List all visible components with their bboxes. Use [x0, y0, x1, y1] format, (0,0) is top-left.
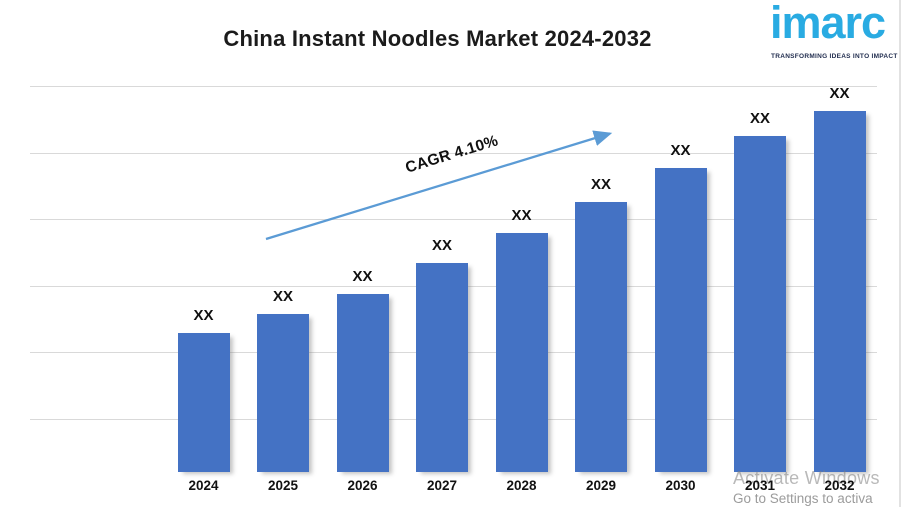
- x-axis-label-2025: 2025: [267, 478, 299, 493]
- x-axis-label-2026: 2026: [347, 478, 378, 493]
- x-axis-label-2024: 2024: [188, 478, 219, 493]
- x-axis-label-2029: 2029: [585, 478, 617, 493]
- bar-2027: [416, 263, 468, 472]
- bar-2024: [177, 333, 230, 472]
- imarc-logo-tagline: TRANSFORMING IDEAS INTO IMPACT: [771, 53, 898, 60]
- x-axis-label-2027: 2027: [426, 478, 458, 493]
- bar-value-label-2027: XX: [431, 237, 452, 254]
- bar-2032: [813, 111, 866, 472]
- bar-value-label-2025: XX: [272, 288, 293, 305]
- bar-2030: [654, 168, 707, 472]
- bar-2029: [575, 202, 627, 472]
- chart-title: China Instant Noodles Market 2024-2032: [223, 26, 652, 51]
- x-axis-label-2032: 2032: [824, 478, 855, 493]
- x-axis-label-2030: 2030: [665, 478, 696, 493]
- bar-2025: [257, 314, 309, 472]
- bar-value-label-2032: XX: [829, 85, 850, 102]
- window-edge-line: [899, 0, 901, 507]
- bar-value-label-2031: XX: [749, 110, 770, 127]
- x-axis-label-2028: 2028: [506, 478, 537, 493]
- activate-windows-watermark-subtext: Go to Settings to activa: [733, 491, 873, 506]
- imarc-logo: imarc TRANSFORMING IDEAS INTO IMPACT: [770, 0, 898, 60]
- activate-windows-watermark: Activate Windows: [733, 468, 880, 488]
- imarc-logo-wordmark: imarc: [770, 0, 886, 48]
- bar-value-label-2024: XX: [193, 307, 214, 324]
- bar-2026: [336, 294, 389, 472]
- bar-value-label-2029: XX: [590, 176, 611, 193]
- bar-value-label-2026: XX: [352, 268, 373, 285]
- bar-2031: [734, 136, 786, 472]
- bar-value-label-2030: XX: [670, 142, 691, 159]
- bar-value-label-2028: XX: [511, 207, 532, 224]
- bar-2028: [495, 233, 548, 472]
- x-axis-label-2031: 2031: [744, 478, 776, 493]
- gridline: [30, 86, 877, 87]
